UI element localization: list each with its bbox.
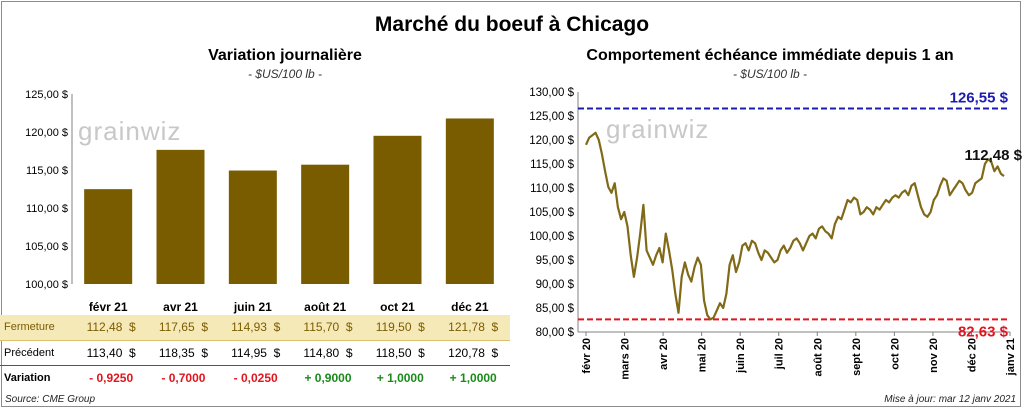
right-x-tick-label: août 20 [812, 338, 824, 377]
table-row-label: Variation [4, 371, 51, 384]
table-cell: 114,80 $ [303, 345, 353, 360]
left-bar [228, 170, 277, 284]
left-data-table: Fermeture 112,48 $ 117,65 $ 114,93 $ 115,70 … [0, 315, 510, 390]
table-row-label: Fermeture [4, 321, 55, 334]
main-title: Marché du boeuf à Chicago [374, 13, 650, 36]
last-value-label: 112,48 $ [964, 147, 1022, 164]
right-y-tick-label: 100,00 $ [529, 231, 574, 243]
right-subtitle: - $US/100 lb - [732, 67, 808, 81]
table-cell: 117,65 $ [158, 320, 208, 335]
table-cell: - 0,9250 [89, 370, 134, 385]
right-x-tick-label: avr 20 [658, 338, 670, 370]
right-y-tick-label: 80,00 $ [536, 327, 575, 339]
right-y-tick-label: 125,00 $ [529, 111, 574, 123]
right-y-tick-label: 95,00 $ [536, 255, 575, 267]
table-cell: 121,78 $ [448, 320, 499, 335]
high-value-label: 126,55 $ [950, 90, 1009, 107]
left-y-tick-label: 100,00 $ [25, 279, 68, 291]
table-row: Variation - 0,9250 - 0,7000 - 0,0250 + 0,900… [0, 365, 510, 390]
left-y-tick-label: 120,00 $ [25, 127, 68, 139]
table-row: Précédent 113,40 $ 118,35 $ 114,95 $ 114,80 … [0, 340, 510, 365]
left-bar [84, 189, 133, 284]
table-cell: 114,93 $ [231, 320, 281, 335]
left-x-tick-label: déc 21 [451, 300, 489, 314]
left-y-tick-label: 125,00 $ [25, 89, 68, 101]
table-cell: - 0,0250 [233, 370, 278, 385]
right-title: Comportement échéance immédiate depuis 1… [586, 47, 954, 64]
right-x-tick-label: déc 20 [966, 338, 978, 372]
left-title: Variation journalière [208, 47, 362, 64]
right-y-tick-label: 130,00 $ [529, 87, 574, 99]
right-watermark: grainwiz [606, 114, 710, 144]
left-bar [156, 149, 205, 284]
table-cell: 115,70 $ [303, 320, 353, 335]
low-value-label: 82,63 $ [958, 323, 1009, 340]
left-watermark: grainwiz [78, 116, 182, 146]
right-x-tick-label: mai 20 [697, 338, 709, 372]
right-y-tick-label: 90,00 $ [536, 279, 575, 291]
right-x-tick-label: févr 20 [581, 338, 593, 373]
right-y-tick-label: 120,00 $ [529, 135, 574, 147]
price-line [584, 131, 1005, 321]
left-bar-chart: 100,00 $ 105,00 $ 110,00 $ 115,00 $ 120,00 $… [25, 89, 494, 314]
left-y-tick-label: 110,00 $ [26, 203, 68, 215]
table-cell: + 1,0000 [376, 370, 424, 385]
table-cell: 118,50 $ [375, 345, 425, 360]
left-x-tick-label: oct 21 [380, 300, 415, 314]
left-x-tick-label: juin 21 [233, 300, 272, 314]
source-note: Source: CME Group [5, 394, 96, 405]
right-y-tick-label: 110,00 $ [530, 183, 575, 195]
right-x-tick-label: oct 20 [889, 338, 901, 370]
table-cell: - 0,7000 [161, 370, 206, 385]
left-bar [445, 118, 494, 284]
right-x-tick-label: mars 20 [620, 338, 632, 380]
table-cell: + 0,9000 [304, 370, 352, 385]
table-cell: + 1,0000 [449, 370, 497, 385]
left-x-tick-label: août 21 [304, 300, 346, 314]
table-cell: 113,40 $ [86, 345, 136, 360]
update-note: Mise à jour: mar 12 janv 2021 [884, 394, 1016, 405]
table-cell: 112,48 $ [86, 320, 136, 335]
table-cell: 120,78 $ [448, 345, 499, 360]
table-row-label: Précédent [4, 346, 55, 359]
left-bar [373, 135, 422, 284]
left-y-tick-label: 105,00 $ [25, 241, 68, 253]
right-x-tick-label: nov 20 [928, 338, 940, 373]
right-line-chart: 80,00 $ 85,00 $ 90,00 $ 95,00 $ 100,00 $ 105,… [529, 87, 1022, 380]
right-y-tick-label: 115,00 $ [530, 159, 575, 171]
left-subtitle: - $US/100 lb - [247, 67, 323, 81]
left-x-tick-label: févr 21 [89, 300, 128, 314]
left-y-tick-label: 115,00 $ [26, 165, 68, 177]
right-x-tick-label: juin 20 [735, 338, 747, 374]
table-cell: 114,95 $ [231, 345, 281, 360]
right-y-tick-label: 105,00 $ [529, 207, 574, 219]
right-y-tick-label: 85,00 $ [536, 303, 575, 315]
left-bar [301, 164, 350, 284]
table-row: Fermeture 112,48 $ 117,65 $ 114,93 $ 115,70 … [0, 315, 510, 340]
left-x-tick-label: avr 21 [163, 300, 198, 314]
right-x-tick-label: sept 20 [851, 338, 863, 376]
right-x-tick-label: juil 20 [774, 338, 786, 370]
table-cell: 119,50 $ [375, 320, 425, 335]
right-x-tick-label: janv 21 [1005, 338, 1017, 376]
table-cell: 118,35 $ [158, 345, 208, 360]
